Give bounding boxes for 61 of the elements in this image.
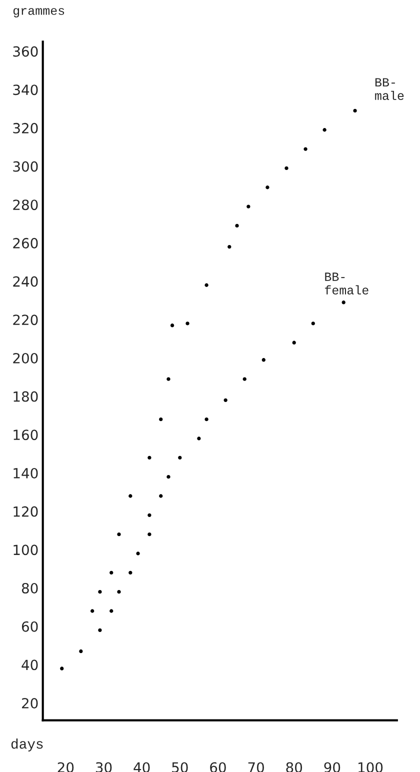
point bbox=[246, 204, 250, 208]
y-tick-label: 180 bbox=[14, 391, 38, 402]
y-tick-label: 40 bbox=[22, 660, 38, 670]
y-tick-label: 160 bbox=[14, 430, 38, 440]
point bbox=[224, 398, 228, 402]
point bbox=[266, 186, 270, 190]
y-tick-label: 340 bbox=[13, 84, 38, 96]
x-axis-title: days bbox=[11, 738, 43, 752]
point bbox=[353, 108, 357, 113]
y-tick-label: 300 bbox=[13, 161, 38, 172]
point bbox=[204, 417, 208, 422]
point bbox=[128, 570, 132, 575]
point bbox=[79, 649, 83, 654]
y-axis-title: grammes bbox=[13, 8, 64, 18]
point bbox=[166, 377, 170, 381]
point bbox=[204, 283, 208, 287]
point bbox=[148, 513, 152, 518]
point bbox=[159, 417, 163, 422]
point bbox=[166, 474, 170, 479]
y-tick-label: 240 bbox=[13, 276, 38, 287]
series-label: BB- male bbox=[375, 78, 404, 100]
point bbox=[148, 532, 152, 536]
y-tick-label: 260 bbox=[13, 238, 38, 248]
y-tick-label: 120 bbox=[14, 506, 38, 517]
point bbox=[284, 166, 288, 170]
point bbox=[60, 666, 64, 670]
point bbox=[304, 147, 308, 151]
point bbox=[136, 552, 140, 556]
point bbox=[262, 358, 266, 362]
point bbox=[228, 244, 232, 249]
y-tick-label: 280 bbox=[13, 200, 38, 210]
point bbox=[235, 224, 239, 228]
point bbox=[128, 494, 132, 498]
y-tick-label: 320 bbox=[13, 122, 38, 134]
point bbox=[98, 590, 102, 594]
point bbox=[342, 300, 346, 304]
point bbox=[322, 128, 326, 132]
series-label: BB- female bbox=[325, 272, 368, 294]
point bbox=[197, 436, 201, 440]
point bbox=[110, 570, 114, 575]
y-tick-label: 140 bbox=[14, 468, 38, 478]
point bbox=[292, 340, 296, 344]
y-tick-label: 20 bbox=[22, 698, 38, 708]
point bbox=[311, 322, 315, 326]
point bbox=[90, 609, 94, 613]
y-tick-label: 200 bbox=[13, 352, 38, 364]
y-tick-label: 220 bbox=[13, 314, 38, 326]
point bbox=[117, 590, 121, 594]
point bbox=[117, 532, 121, 536]
point bbox=[186, 322, 190, 326]
point bbox=[110, 609, 114, 613]
point bbox=[148, 456, 152, 460]
y-tick-label: 360 bbox=[13, 46, 38, 57]
y-tick-label: 100 bbox=[14, 544, 38, 556]
y-tick-label: 60 bbox=[22, 621, 38, 632]
point bbox=[242, 377, 246, 381]
y-tick-label: 80 bbox=[22, 582, 38, 594]
point bbox=[98, 628, 102, 632]
point bbox=[159, 494, 163, 498]
point bbox=[170, 324, 174, 328]
point bbox=[178, 456, 182, 460]
